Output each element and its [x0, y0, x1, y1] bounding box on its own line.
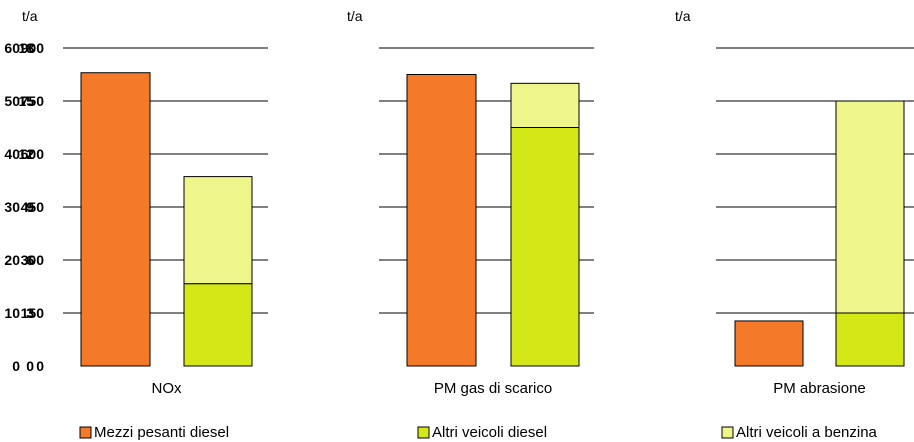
bar-mezzi-pesanti-diesel — [734, 320, 804, 367]
x-category-label: PM abrasione — [773, 380, 866, 397]
bar-altri-veicoli-a-benzina — [510, 82, 580, 129]
y-tick-label: 600 — [21, 146, 45, 162]
legend-swatch-altri-veicoli-a-benzina — [721, 426, 734, 439]
y-tick-label: 450 — [21, 199, 45, 215]
bar-mezzi-pesanti-diesel — [406, 74, 477, 367]
legend-swatch-mezzi-pesanti-diesel — [79, 426, 92, 439]
y-tick-label: 150 — [21, 305, 45, 321]
y-tick-label: 50 — [4, 93, 20, 109]
y-tick-label: 3 — [26, 305, 34, 321]
y-tick-label: 20 — [4, 252, 20, 268]
bar-altri-veicoli-diesel — [510, 127, 580, 367]
y-tick-label: 900 — [21, 40, 45, 56]
chart-panel-pm-gas-di-scarico: t/a 0 3 6 9 12 15 18 PM gas di scarico — [18, 8, 594, 397]
y-tick-label: 40 — [4, 146, 20, 162]
bar-altri-veicoli-a-benzina — [835, 100, 905, 314]
bar-altri-veicoli-diesel — [835, 312, 905, 367]
legend-swatch-altri-veicoli-diesel — [417, 426, 430, 439]
y-tick-label: 0 — [12, 358, 20, 374]
y-tick-label: 15 — [18, 93, 34, 109]
y-tick-label: 6 — [26, 252, 34, 268]
y-tick-label: 750 — [21, 93, 45, 109]
y-unit-label: t/a — [675, 8, 691, 24]
y-tick-label: 300 — [21, 252, 45, 268]
chart-legend: Mezzi pesanti diesel Altri veicoli diese… — [79, 424, 878, 441]
y-tick-label: 18 — [18, 40, 34, 56]
x-category-label: PM gas di scarico — [434, 380, 552, 397]
bar-altri-veicoli-a-benzina — [183, 176, 253, 285]
y-tick-label: 30 — [4, 199, 20, 215]
y-tick-label: 0 — [26, 358, 34, 374]
legend-label-altri-veicoli-a-benzina: Altri veicoli a benzina — [736, 424, 878, 441]
y-unit-label: t/a — [22, 8, 38, 24]
chart-panels: t/a0150300450600750900NOxt/a0369121518PM… — [4, 8, 914, 397]
bar-altri-veicoli-diesel — [183, 283, 253, 367]
y-tick-label: 12 — [18, 146, 34, 162]
legend-label-altri-veicoli-diesel: Altri veicoli diesel — [432, 424, 547, 441]
y-tick-label: 10 — [4, 305, 20, 321]
legend-label-mezzi-pesanti-diesel: Mezzi pesanti diesel — [94, 424, 229, 441]
y-tick-label: 60 — [4, 40, 20, 56]
y-unit-label: t/a — [347, 8, 363, 24]
bar-mezzi-pesanti-diesel — [80, 72, 151, 367]
y-tick-label: 9 — [26, 199, 34, 215]
x-category-label: NOx — [152, 380, 183, 397]
y-tick-label: 0 — [36, 358, 44, 374]
